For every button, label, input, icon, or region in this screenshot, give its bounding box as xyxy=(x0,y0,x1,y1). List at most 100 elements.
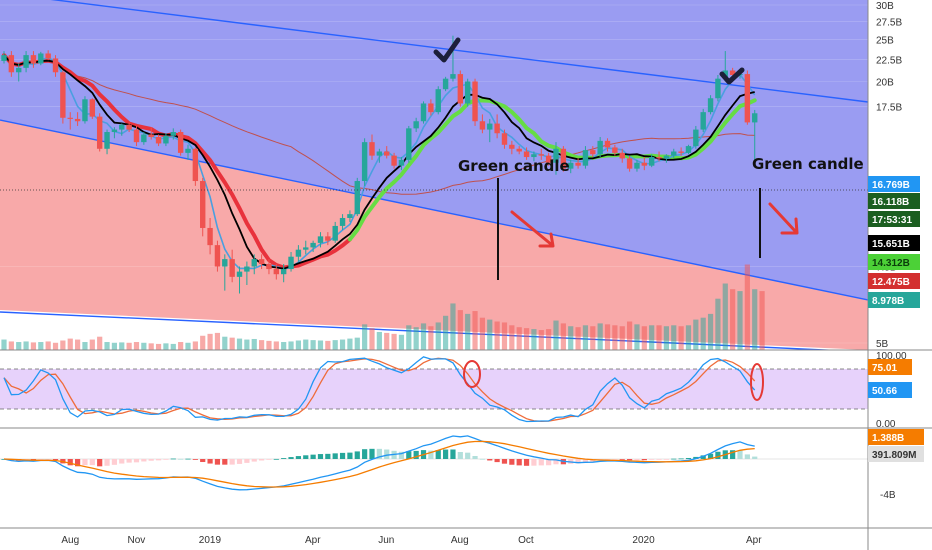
candle xyxy=(229,249,235,283)
stochastic-band xyxy=(0,369,868,409)
svg-text:17:53:31: 17:53:31 xyxy=(872,215,912,226)
macd-histogram-bar xyxy=(384,449,390,459)
volume-bar xyxy=(332,340,338,350)
volume-bar xyxy=(663,326,669,350)
price-badge: 16.769B xyxy=(868,176,920,192)
stochastic-axis[interactable]: 100.00 0.00 xyxy=(876,351,907,430)
volume-bar xyxy=(604,324,611,350)
volume-bar xyxy=(141,342,147,350)
volume-bar xyxy=(443,315,449,350)
volume-bar xyxy=(531,329,537,350)
macd-histogram-bar xyxy=(222,459,228,465)
candle xyxy=(163,133,169,147)
volume-bar xyxy=(148,343,154,350)
macd-histogram-bar xyxy=(634,459,640,461)
volume-bar xyxy=(133,342,140,350)
macd-histogram-bar xyxy=(155,459,162,461)
time-tick-label: Aug xyxy=(451,535,469,546)
macd-histogram-bar xyxy=(575,459,581,464)
candle xyxy=(538,148,544,160)
candle xyxy=(641,157,648,171)
volume-bar xyxy=(244,339,250,350)
candle xyxy=(590,146,596,158)
macd-histogram-bar xyxy=(406,451,412,459)
time-axis[interactable]: Aug Nov 2019 Apr Jun Aug Oct 2020 Apr xyxy=(61,535,762,546)
macd-histogram-bar xyxy=(663,459,669,460)
candle xyxy=(487,118,493,143)
volume-bar xyxy=(104,342,110,350)
candle xyxy=(251,254,257,275)
volume-bar xyxy=(730,289,736,350)
volume-bar xyxy=(707,313,714,350)
price-badge: 16.118B xyxy=(868,193,920,209)
volume-bar xyxy=(376,331,382,350)
macd-histogram-bar xyxy=(457,452,463,459)
time-tick-label: Aug xyxy=(61,535,79,546)
volume-bar xyxy=(362,324,368,350)
macd-histogram-bar xyxy=(707,453,714,459)
volume-bar xyxy=(656,325,662,350)
volume-bar xyxy=(391,333,397,350)
macd-histogram-bar xyxy=(30,459,37,460)
volume-bar xyxy=(222,336,228,350)
stochastic-d-line xyxy=(3,357,756,422)
volume-bar xyxy=(288,341,294,350)
candle xyxy=(310,240,316,252)
candle xyxy=(332,221,338,243)
candle xyxy=(30,51,37,68)
macd-histogram-bar xyxy=(126,459,132,463)
volume-bars xyxy=(1,264,765,350)
macd-histogram-bar xyxy=(163,459,169,460)
macd-histogram-bar xyxy=(52,459,59,461)
macd-histogram-bar xyxy=(148,459,154,461)
svg-text:8.978B: 8.978B xyxy=(872,296,904,307)
macd-histogram-bar xyxy=(325,453,331,459)
candle xyxy=(67,112,73,130)
candle xyxy=(693,125,699,149)
volume-bar xyxy=(303,339,309,350)
stochastic-badge: 50.66 xyxy=(868,382,912,398)
macd-histogram-bar xyxy=(619,459,625,460)
checkmark-drawing xyxy=(719,67,745,85)
volume-bar xyxy=(111,342,117,350)
candle xyxy=(82,96,88,124)
candle xyxy=(464,78,471,107)
macd-histogram-bar xyxy=(133,459,140,463)
volume-bar xyxy=(126,342,132,350)
volume-bar xyxy=(759,291,765,350)
macd-histogram-bar xyxy=(443,449,449,459)
volume-bar xyxy=(8,341,14,350)
candle xyxy=(170,128,176,140)
volume-bar xyxy=(38,342,44,350)
svg-text:14.312B: 14.312B xyxy=(872,258,910,269)
candle xyxy=(126,122,132,133)
macd-badge: 1.388B xyxy=(868,429,924,445)
price-badge: 12.475B xyxy=(868,273,920,289)
volume-bar xyxy=(281,342,287,350)
volume-bar xyxy=(619,326,625,350)
volume-bar xyxy=(75,339,81,350)
macd-histogram-bar xyxy=(737,450,743,459)
candle xyxy=(678,147,684,156)
volume-bar xyxy=(553,320,559,350)
volume-bar xyxy=(450,303,456,350)
candle xyxy=(406,125,412,163)
svg-text:16.769B: 16.769B xyxy=(872,180,910,191)
candle xyxy=(457,70,464,107)
candle xyxy=(52,55,59,77)
volume-bar xyxy=(347,338,353,350)
volume-bar xyxy=(23,341,29,350)
price-tick-label: 17.5B xyxy=(876,103,902,114)
macd-histogram-bar xyxy=(369,448,375,459)
macd-histogram-bar xyxy=(38,459,44,460)
volume-bar xyxy=(568,326,574,350)
volume-bar xyxy=(30,342,37,350)
candle xyxy=(384,146,390,159)
volume-bar xyxy=(722,283,728,350)
macd-histogram-bar xyxy=(656,459,662,460)
candle xyxy=(303,240,309,255)
macd-histogram-bar xyxy=(339,452,346,459)
macd-histogram-bar xyxy=(678,458,684,460)
macd-axis[interactable]: -4B xyxy=(880,490,896,501)
